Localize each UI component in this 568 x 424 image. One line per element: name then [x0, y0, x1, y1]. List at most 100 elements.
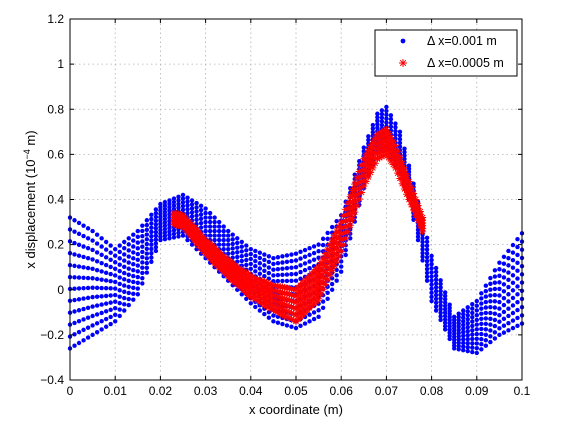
data-point-dot	[253, 304, 258, 310]
data-point-dot	[492, 330, 498, 335]
data-point-dot	[94, 241, 100, 246]
data-point-asterisk	[249, 273, 257, 281]
data-point-asterisk	[396, 153, 404, 161]
data-point-dot	[126, 254, 131, 259]
data-point-dot	[293, 271, 299, 277]
data-point-dot	[108, 321, 113, 327]
data-point-dot	[185, 207, 190, 212]
data-point-dot	[275, 320, 281, 325]
data-point-dot	[153, 244, 159, 250]
data-point-asterisk	[366, 142, 375, 151]
data-point-dot	[424, 251, 430, 256]
data-point-asterisk	[263, 288, 271, 296]
data-point-dot	[506, 320, 511, 326]
data-point-dot	[461, 348, 466, 353]
data-point-dot	[99, 327, 104, 332]
data-point-dot	[76, 264, 82, 269]
data-point-dot	[99, 285, 104, 291]
data-point-dot	[76, 340, 82, 346]
data-point-dot	[429, 298, 434, 304]
data-point-dot	[122, 245, 127, 251]
data-point-asterisk	[357, 177, 366, 186]
data-point-dot	[433, 292, 439, 298]
data-point-dot	[506, 255, 511, 261]
data-point-dot	[158, 214, 163, 220]
data-point-dot	[479, 342, 484, 347]
data-point-asterisk	[398, 159, 406, 167]
data-point-dot	[302, 321, 308, 326]
data-point-dot	[293, 258, 299, 263]
data-point-dot	[99, 310, 104, 316]
data-point-dot	[162, 210, 168, 215]
data-point-asterisk	[391, 155, 400, 163]
data-point-dot	[244, 243, 249, 248]
data-point-asterisk	[339, 229, 348, 237]
data-point-asterisk	[380, 132, 388, 140]
data-point-dot	[456, 327, 461, 333]
data-point-dot	[81, 223, 86, 228]
data-point-asterisk	[360, 171, 368, 179]
data-point-dot	[506, 328, 511, 333]
data-point-asterisk	[333, 245, 341, 253]
data-point-dot	[212, 237, 217, 243]
data-point-dot	[438, 285, 443, 290]
data-point-dot	[117, 294, 122, 299]
data-point-dot	[393, 125, 398, 130]
grid-lines	[70, 19, 522, 380]
data-point-dot	[461, 329, 466, 335]
data-point-asterisk	[351, 208, 359, 216]
data-point-asterisk	[342, 234, 350, 242]
data-point-dot	[90, 266, 95, 272]
data-point-dot	[158, 224, 163, 230]
data-point-asterisk	[281, 289, 289, 297]
data-point-dot	[153, 237, 159, 242]
data-point-dot	[492, 299, 498, 304]
data-point-dot	[158, 228, 163, 233]
data-point-dot	[131, 297, 136, 302]
data-point-asterisk	[378, 128, 386, 136]
data-point-dot	[99, 244, 104, 249]
y-axis-label-prefix: x displacement (10	[23, 159, 38, 268]
data-point-asterisk	[317, 290, 325, 298]
data-point-asterisk	[342, 217, 350, 225]
data-point-asterisk	[251, 291, 259, 299]
data-point-dot	[94, 267, 100, 273]
y-tick-label: −0.2	[40, 328, 64, 342]
data-point-asterisk	[371, 134, 379, 142]
data-point-dot	[271, 261, 276, 267]
y-tick-label: 1.2	[47, 12, 64, 26]
data-point-dot	[275, 266, 281, 272]
data-point-asterisk	[285, 314, 293, 322]
data-point-asterisk	[382, 150, 390, 158]
data-point-dot	[122, 277, 127, 282]
data-point-dot	[379, 115, 385, 120]
data-point-dot	[113, 273, 118, 278]
data-point-asterisk	[360, 155, 368, 163]
y-tick-label: 0.4	[47, 193, 64, 207]
data-point-dot	[293, 264, 299, 270]
data-point-asterisk	[328, 266, 336, 274]
data-point-dot	[474, 336, 479, 341]
data-point-dot	[456, 347, 461, 352]
data-point-dot	[352, 172, 357, 177]
data-point-dot	[433, 281, 439, 286]
data-point-asterisk	[387, 138, 395, 146]
data-point-dot	[94, 294, 100, 299]
data-point-dot	[90, 332, 95, 338]
data-point-dot	[239, 253, 244, 259]
data-point-asterisk	[260, 287, 268, 295]
data-point-dot	[438, 292, 443, 297]
data-point-asterisk	[272, 302, 280, 310]
data-point-dot	[284, 265, 290, 271]
data-point-dot	[144, 241, 150, 247]
data-point-dot	[442, 320, 448, 325]
data-point-dot	[262, 274, 267, 279]
data-point-dot	[465, 344, 470, 350]
data-point-dot	[194, 213, 199, 218]
data-point-dot	[216, 237, 222, 243]
data-point-asterisk	[258, 281, 266, 289]
data-point-dot	[108, 257, 113, 262]
data-point-dot	[180, 192, 186, 198]
data-point-asterisk	[290, 304, 298, 312]
data-point-asterisk	[346, 215, 354, 224]
